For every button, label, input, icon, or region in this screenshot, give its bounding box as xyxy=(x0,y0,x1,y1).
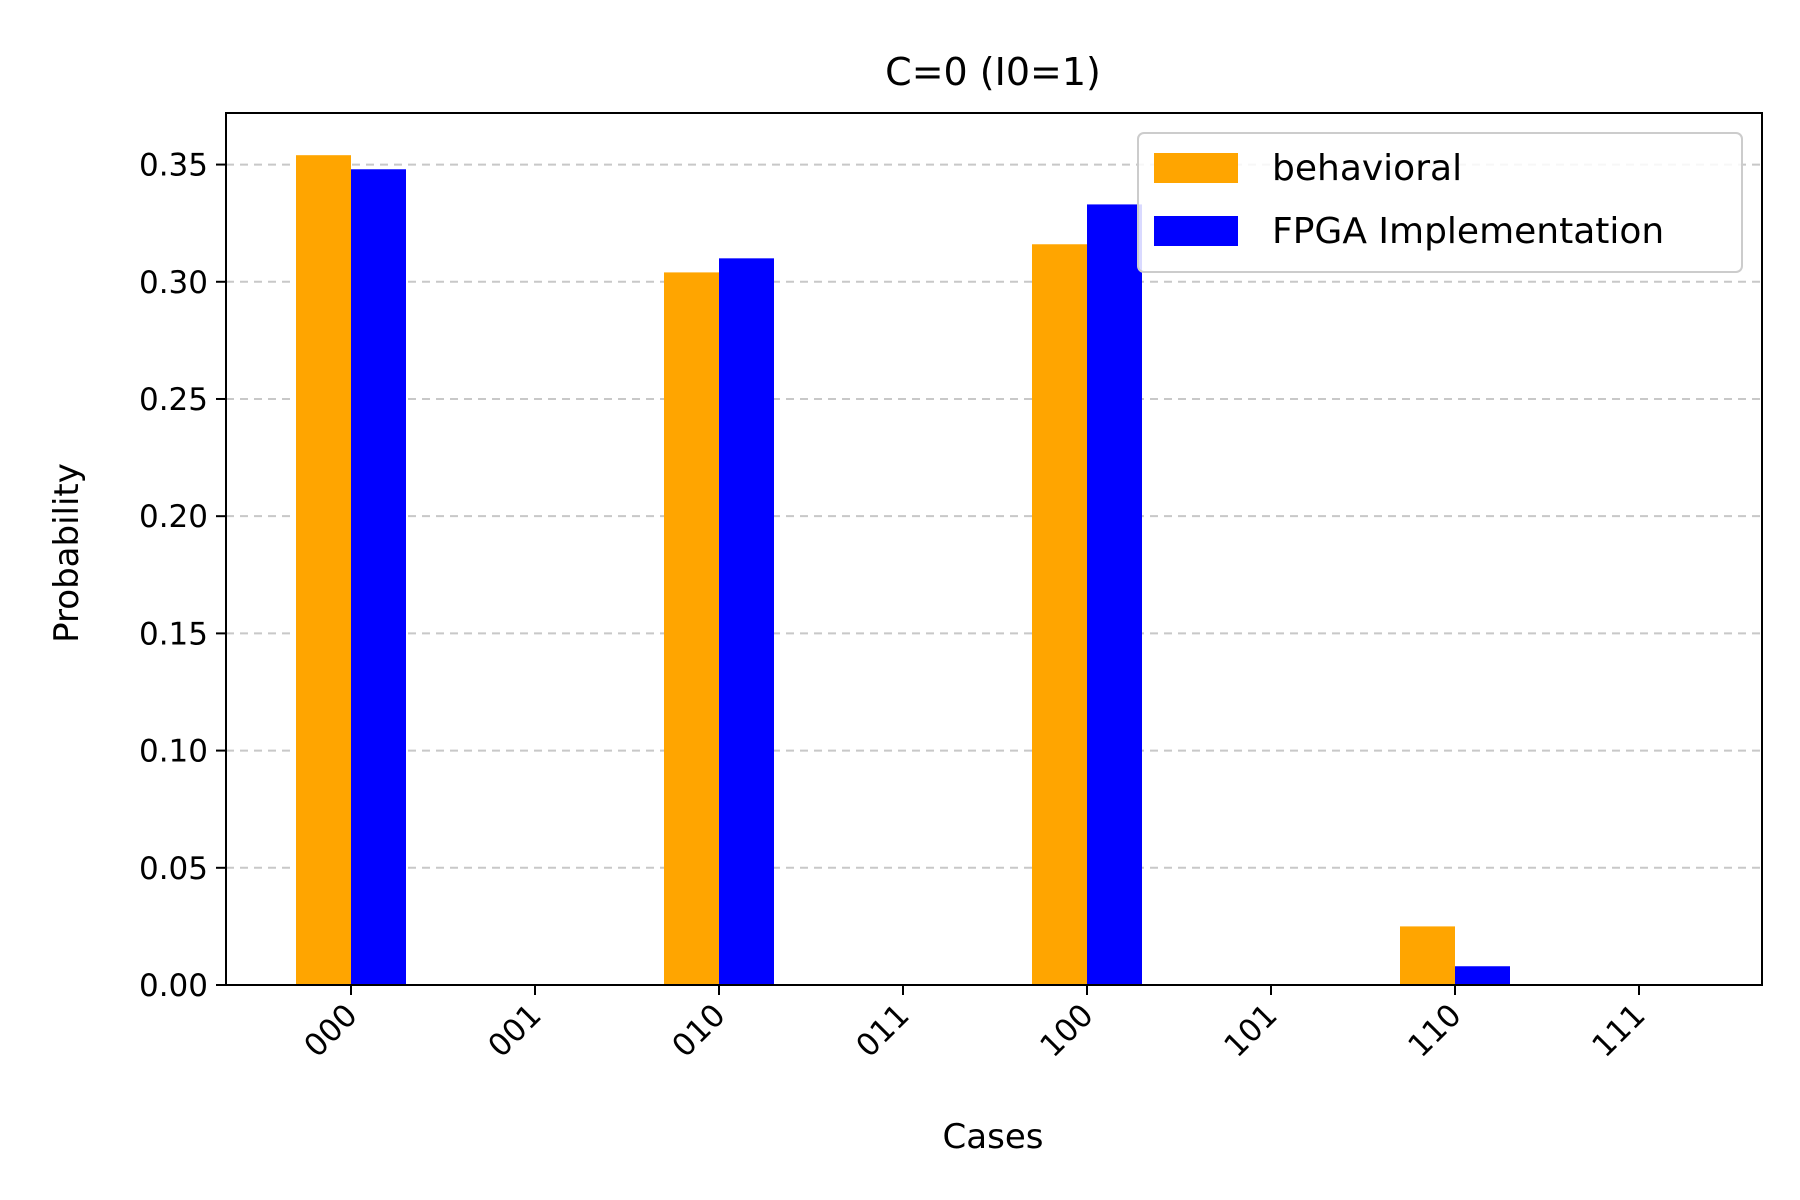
y-tick-label: 0.30 xyxy=(139,265,208,301)
chart-title: C=0 (I0=1) xyxy=(885,50,1101,94)
y-tick-label: 0.10 xyxy=(139,734,208,770)
y-tick-label: 0.35 xyxy=(139,148,208,184)
x-tick-label: 101 xyxy=(1217,997,1284,1064)
x-axis: 000 001 010 011 100 101 110 111 xyxy=(297,985,1653,1064)
x-tick-label: 010 xyxy=(665,997,732,1064)
x-tick-label: 001 xyxy=(481,997,548,1064)
bar-behavioral-000 xyxy=(296,155,351,985)
bars xyxy=(296,155,1510,986)
bar-behavioral-010 xyxy=(664,272,719,986)
bar-fpga-000 xyxy=(351,169,406,986)
bar-fpga-100 xyxy=(1087,204,1142,985)
y-tick-label: 0.15 xyxy=(139,616,208,652)
x-axis-label: Cases xyxy=(943,1117,1044,1157)
legend-box xyxy=(1137,132,1743,273)
y-tick-label: 0.25 xyxy=(139,382,208,418)
legend-swatch xyxy=(1154,153,1238,183)
y-tick-label: 0.05 xyxy=(139,851,208,887)
y-tick-label: 0.00 xyxy=(139,968,208,1004)
x-tick-label: 110 xyxy=(1401,997,1468,1064)
y-tick-label: 0.20 xyxy=(139,499,208,535)
x-tick-label: 000 xyxy=(297,997,364,1064)
bar-fpga-010 xyxy=(719,258,774,985)
bar-behavioral-110 xyxy=(1400,926,1455,985)
plot-frame xyxy=(225,112,1763,986)
x-tick-label: 111 xyxy=(1585,997,1652,1064)
bar-behavioral-100 xyxy=(1032,244,1087,986)
bar-fpga-110 xyxy=(1455,966,1510,985)
legend-swatch xyxy=(1154,216,1238,246)
y-axis: 0.00 0.05 0.10 0.15 0.20 0.25 0.30 0.35 xyxy=(139,148,226,1004)
legend-label: FPGA Implementation xyxy=(1272,211,1664,252)
y-axis-label: Probability xyxy=(47,463,87,643)
legend: behavioral FPGA Implementation xyxy=(1137,132,1743,273)
x-tick-label: 100 xyxy=(1033,997,1100,1064)
x-tick-label: 011 xyxy=(849,997,916,1064)
legend-label: behavioral xyxy=(1272,148,1462,189)
